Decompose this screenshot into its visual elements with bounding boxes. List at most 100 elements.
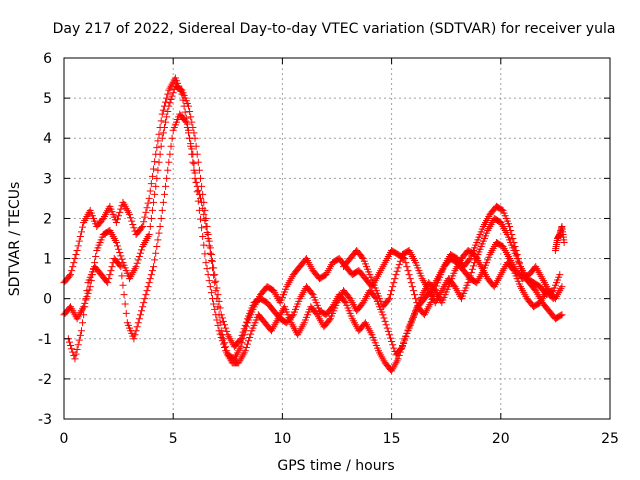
data-point — [168, 134, 176, 142]
data-point — [192, 178, 200, 186]
data-point — [200, 210, 208, 218]
data-point — [237, 335, 245, 343]
data-point — [164, 90, 172, 98]
data-point — [133, 259, 141, 267]
data-point — [509, 265, 517, 273]
data-point — [199, 190, 207, 198]
data-point — [154, 137, 162, 145]
y-tick-labels: -3 -2 -1 0 1 2 3 4 5 6 — [38, 51, 52, 428]
data-point — [77, 327, 85, 335]
data-point — [133, 323, 141, 331]
data-point — [215, 327, 223, 335]
series-track-c — [64, 110, 557, 367]
data-point — [181, 108, 189, 116]
data-point — [466, 272, 474, 280]
data-point — [155, 229, 163, 237]
data-point — [212, 277, 220, 285]
y-tick-label: 2 — [43, 211, 52, 227]
data-point — [115, 212, 123, 220]
data-point — [399, 343, 407, 351]
data-point — [223, 327, 231, 335]
data-point — [215, 297, 223, 305]
data-point — [207, 289, 215, 297]
data-point — [190, 160, 198, 168]
data-point — [119, 281, 127, 289]
data-point — [108, 263, 116, 271]
data-point — [160, 124, 168, 132]
data-point — [390, 344, 398, 352]
data-point — [384, 327, 392, 335]
data-point — [387, 291, 395, 299]
data-point — [112, 218, 120, 226]
data-point — [241, 347, 249, 355]
data-point — [203, 265, 211, 273]
data-point — [117, 263, 125, 271]
data-point — [75, 237, 83, 245]
data-point — [169, 89, 177, 97]
data-point — [191, 169, 199, 177]
data-point — [247, 330, 255, 338]
data-point — [396, 257, 404, 265]
data-point — [157, 117, 165, 125]
data-point — [68, 267, 76, 275]
data-point — [395, 261, 403, 269]
data-point — [184, 129, 192, 137]
data-point — [160, 190, 168, 198]
data-point — [184, 102, 192, 110]
data-point — [167, 95, 175, 103]
data-point — [385, 331, 393, 339]
data-point — [117, 205, 125, 213]
chart-title: Day 217 of 2022, Sidereal Day-to-day VTE… — [53, 21, 616, 37]
data-point — [81, 303, 89, 311]
data-point — [164, 107, 172, 115]
data-point — [216, 330, 224, 338]
data-point — [392, 271, 400, 279]
data-point — [148, 206, 156, 214]
data-point — [145, 279, 153, 287]
series-track-e — [551, 222, 568, 255]
data-point — [384, 296, 392, 304]
data-point — [205, 237, 213, 245]
x-tick-label: 20 — [492, 431, 510, 447]
data-point — [214, 291, 222, 299]
data-point — [158, 110, 166, 118]
data-point — [147, 271, 155, 279]
data-point — [75, 336, 83, 344]
data-point — [73, 247, 81, 255]
data-point — [117, 252, 125, 260]
data-point — [222, 324, 230, 332]
data-point — [145, 230, 153, 238]
data-point — [166, 99, 174, 107]
data-point — [67, 341, 75, 349]
data-point — [194, 186, 202, 194]
data-point — [207, 251, 215, 259]
data-point — [209, 257, 217, 265]
data-point — [143, 287, 151, 295]
data-point — [150, 263, 158, 271]
data-point — [77, 228, 85, 236]
data-point — [157, 142, 165, 150]
data-point — [146, 222, 154, 230]
data-point — [403, 329, 411, 337]
data-point — [134, 319, 142, 327]
data-point — [71, 355, 79, 363]
data-point — [404, 267, 412, 275]
data-point — [394, 264, 402, 272]
x-axis-label: GPS time / hours — [277, 458, 394, 474]
data-point — [204, 271, 212, 279]
data-point — [71, 255, 79, 263]
data-point — [217, 333, 225, 341]
data-point — [115, 245, 123, 253]
data-point — [150, 198, 158, 206]
data-point — [156, 222, 164, 230]
data-point — [390, 279, 398, 287]
data-point — [69, 263, 77, 271]
data-point — [155, 130, 163, 138]
data-point — [156, 150, 164, 158]
data-point — [141, 213, 149, 221]
data-point — [210, 271, 218, 279]
data-point — [152, 182, 160, 190]
data-point — [74, 341, 82, 349]
data-point — [210, 264, 218, 272]
y-tick-label: -2 — [38, 372, 52, 388]
